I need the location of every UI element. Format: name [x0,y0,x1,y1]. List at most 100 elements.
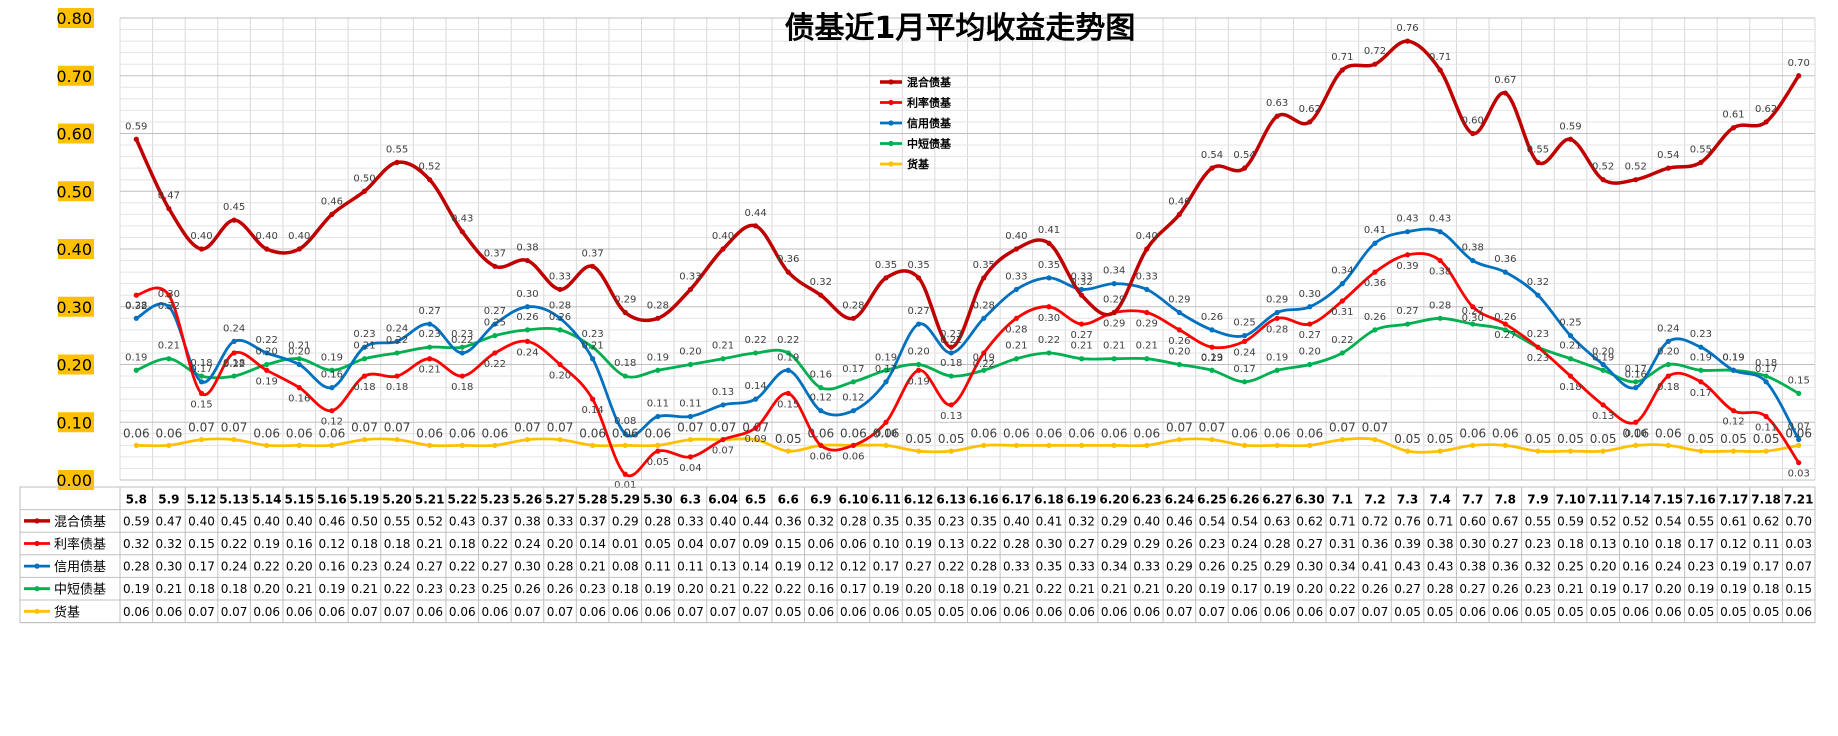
data-label: 0.07 [384,421,411,435]
data-point [1763,379,1769,385]
data-label: 0.21 [288,341,310,352]
data-point [1470,442,1476,448]
data-point [1763,119,1769,125]
data-label: 0.19 [1592,352,1614,363]
table-cell: 0.21 [1068,582,1095,596]
data-label: 0.19 [907,376,929,387]
data-label: 0.07 [514,421,541,435]
table-series-name: 中短债基 [54,583,106,598]
data-label: 0.38 [1429,267,1451,278]
table-cell: 0.19 [1264,582,1291,596]
data-point [1307,321,1313,327]
category-label: 7.14 [1621,492,1651,506]
data-label: 0.29 [1168,295,1190,306]
data-point [1437,67,1443,73]
data-point [1307,119,1313,125]
data-label: 0.33 [1005,271,1027,282]
table-cell: 0.20 [677,582,704,596]
category-label: 7.1 [1332,492,1353,506]
table-cell: 0.55 [384,514,411,528]
data-label: 0.12 [1722,417,1744,428]
data-label: 0.07 [1788,422,1810,433]
data-point [1307,304,1313,310]
data-point [166,205,172,212]
data-label: 0.19 [973,352,995,363]
data-point [166,356,172,362]
legend-marker [888,140,894,147]
data-label: 0.23 [1690,329,1712,340]
data-point [1176,211,1182,217]
table-cell: 0.76 [1394,514,1421,528]
data-label: 0.18 [1755,358,1777,369]
data-point [1535,344,1541,350]
data-label: 0.40 [190,231,212,242]
table-cell: 0.07 [384,605,411,619]
data-label: 0.16 [810,370,832,381]
table-cell: 0.23 [938,514,965,528]
table-cell: 0.20 [1166,582,1193,596]
data-point [198,379,205,385]
category-label: 5.22 [447,492,477,506]
table-cell: 0.17 [840,582,867,596]
data-point [133,367,139,373]
data-point [1274,315,1280,321]
data-label: 0.18 [940,358,962,369]
data-point [622,442,628,448]
data-label: 0.30 [1299,289,1321,300]
data-label: 0.06 [416,426,443,440]
category-label: 6.17 [1002,492,1032,506]
table-series-name: 混合债基 [54,515,106,530]
data-point [1209,327,1215,333]
table-cell: 0.19 [873,582,900,596]
table-cell: 0.17 [1688,537,1715,551]
data-point [329,211,335,217]
data-point [590,263,596,269]
data-label: 0.16 [1625,370,1647,381]
data-point [850,408,857,414]
data-point [1241,442,1248,448]
table-cell: 0.13 [710,560,737,574]
table-cell: 0.24 [384,560,411,574]
data-label: 0.19 [1690,352,1712,363]
table-cell: 0.19 [319,582,346,596]
data-label: 0.23 [1527,353,1549,364]
category-label: 7.18 [1751,492,1781,506]
data-point [557,315,563,321]
table-cell: 0.54 [1231,514,1258,528]
table-cell: 0.32 [1068,514,1095,528]
table-cell: 0.06 [416,605,443,619]
data-point [296,442,302,448]
table-cell: 0.19 [123,582,150,596]
data-point [818,408,824,414]
data-label: 0.43 [1396,214,1418,225]
series-line [135,316,1800,395]
table-cell: 0.35 [970,514,997,528]
data-point [785,269,791,275]
table-cell: 0.15 [1785,582,1812,596]
table-cell: 0.22 [1036,582,1063,596]
data-point [1763,373,1769,379]
data-point [427,177,433,183]
category-label: 7.9 [1527,492,1548,506]
data-label: 0.36 [1364,278,1386,289]
data-point [655,367,661,373]
data-label: 0.27 [1070,330,1092,341]
data-label: 0.19 [647,352,669,363]
data-point [1404,321,1411,327]
data-label: 0.35 [1038,260,1060,271]
data-point [1307,442,1313,448]
data-label: 0.20 [256,347,278,358]
data-label: 0.06 [807,426,834,440]
category-label: 6.04 [708,492,738,506]
table-cell: 0.16 [1622,560,1649,574]
data-label: 0.07 [742,421,769,435]
data-label: 0.07 [710,421,737,435]
data-label: 0.11 [679,398,701,409]
table-cell: 0.19 [1720,582,1747,596]
data-point [1372,269,1378,275]
data-label: 0.54 [1657,150,1679,161]
data-label: 0.20 [1592,347,1614,358]
table-legend-marker [34,563,40,569]
data-point [231,338,237,344]
table-cell: 0.19 [1199,582,1226,596]
